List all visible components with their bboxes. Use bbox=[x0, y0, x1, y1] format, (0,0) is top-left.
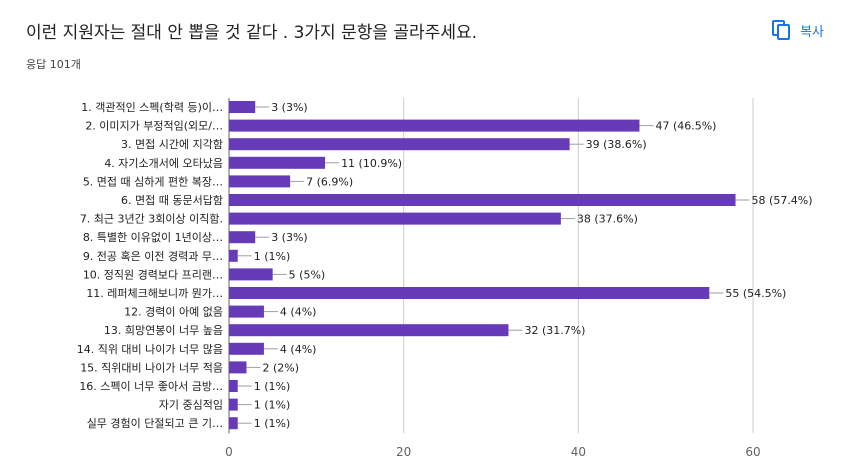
category-label: 15. 직위대비 나이가 너무 적음 bbox=[80, 361, 223, 374]
bar bbox=[229, 324, 509, 337]
x-tick-label: 20 bbox=[396, 445, 411, 459]
bar bbox=[229, 175, 291, 188]
data-label: 4 (4%) bbox=[280, 343, 317, 356]
category-label: 9. 전공 혹은 이전 경력과 무… bbox=[83, 249, 223, 263]
data-label: 38 (37.6%) bbox=[577, 213, 638, 226]
data-label: 3 (3%) bbox=[271, 101, 308, 114]
category-label: 11. 레퍼체크해보니까 뭔가… bbox=[86, 286, 223, 300]
bar bbox=[229, 342, 264, 355]
data-label: 1 (1%) bbox=[254, 399, 291, 412]
x-tick-label: 0 bbox=[225, 445, 233, 459]
category-label: 7. 최근 3년간 3회이상 이직함. bbox=[80, 213, 223, 226]
question-title: 이런 지원자는 절대 안 뽑을 것 같다 . 3가지 문항을 골라주세요. bbox=[26, 23, 478, 43]
category-label: 10. 정직원 경력보다 프리랜… bbox=[83, 268, 223, 281]
bar bbox=[229, 138, 570, 151]
data-label: 3 (3%) bbox=[271, 231, 308, 244]
response-count: 응답 101개 bbox=[26, 58, 81, 71]
x-tick-label: 40 bbox=[571, 445, 586, 459]
copy-icon bbox=[772, 20, 791, 40]
category-label: 8. 특별한 이유없이 1년이상… bbox=[83, 231, 223, 244]
data-label: 47 (46.5%) bbox=[655, 120, 716, 133]
data-label: 55 (54.5%) bbox=[725, 287, 786, 300]
data-label: 4 (4%) bbox=[280, 306, 317, 319]
bar bbox=[229, 249, 238, 262]
category-label: 6. 면접 때 동문서답함 bbox=[121, 194, 223, 207]
bar bbox=[229, 119, 640, 132]
bar bbox=[229, 212, 561, 225]
category-label: 자기 중심적임 bbox=[159, 399, 223, 412]
category-label: 4. 자기소개서에 오타났음 bbox=[104, 157, 223, 170]
copy-button[interactable]: 복사 bbox=[772, 18, 824, 42]
x-tick-label: 60 bbox=[745, 445, 760, 459]
category-label: 2. 이미지가 부정적임(외모/… bbox=[85, 120, 223, 133]
data-label: 1 (1%) bbox=[254, 250, 291, 263]
bar bbox=[229, 398, 238, 411]
category-label: 3. 면접 시간에 지각함 bbox=[121, 138, 223, 151]
category-label: 실무 경험이 단절되고 큰 기… bbox=[87, 417, 223, 430]
data-label: 11 (10.9%) bbox=[341, 157, 402, 170]
category-label: 5. 면접 때 심하게 편한 복장… bbox=[83, 174, 223, 188]
bar bbox=[229, 380, 238, 392]
data-label: 58 (57.4%) bbox=[752, 194, 813, 207]
chart-header: 이런 지원자는 절대 안 뽑을 것 같다 . 3가지 문항을 골라주세요. 응답… bbox=[26, 18, 826, 78]
bar bbox=[229, 268, 273, 281]
bar bbox=[229, 417, 238, 430]
copy-label: 복사 bbox=[800, 24, 824, 40]
category-label: 14. 직위 대비 나이가 너무 많음 bbox=[77, 343, 223, 356]
bar bbox=[229, 194, 736, 206]
data-label: 2 (2%) bbox=[262, 361, 299, 374]
category-label: 1. 객관적인 스펙(학력 등)이… bbox=[81, 101, 223, 114]
data-label: 1 (1%) bbox=[254, 417, 291, 430]
category-label: 16. 스펙이 너무 좋아서 금방… bbox=[79, 380, 223, 393]
bar bbox=[229, 305, 264, 318]
category-label: 13. 희망연봉이 너무 높음 bbox=[104, 324, 223, 337]
category-label: 12. 경력이 아예 없음 bbox=[124, 306, 223, 319]
data-label: 1 (1%) bbox=[254, 380, 291, 393]
bar bbox=[229, 231, 256, 244]
bar bbox=[229, 287, 710, 299]
bar bbox=[229, 156, 326, 169]
data-label: 39 (38.6%) bbox=[586, 138, 647, 151]
data-label: 5 (5%) bbox=[289, 268, 326, 281]
bar bbox=[229, 101, 256, 113]
data-label: 7 (6.9%) bbox=[306, 175, 353, 188]
data-label: 32 (31.7%) bbox=[524, 324, 585, 337]
bar bbox=[229, 361, 247, 374]
